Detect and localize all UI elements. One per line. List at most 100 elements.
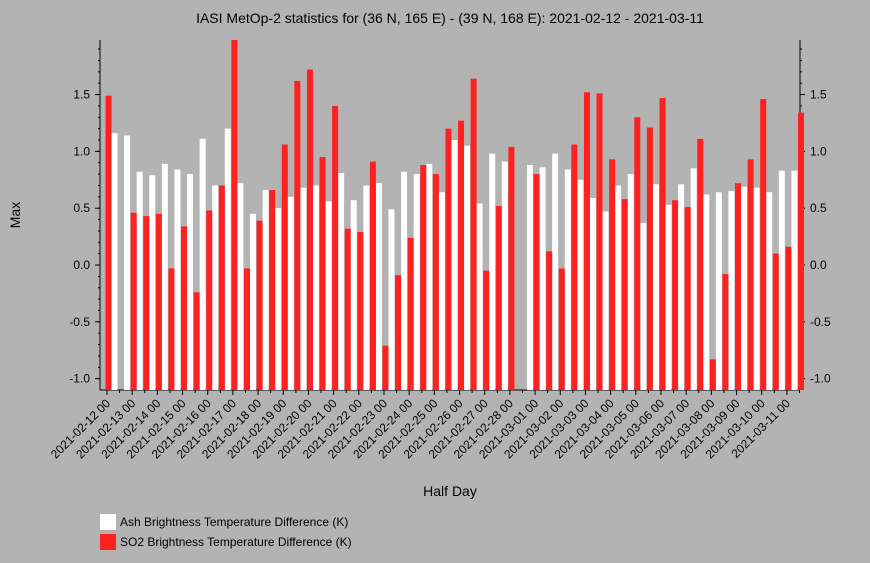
so2-bar [735,183,742,390]
ash-bar [526,165,533,390]
ash-bar [690,168,697,390]
ash-bar [174,169,181,390]
so2-bar [747,159,754,390]
y-tick-label-left: 0.0 [73,258,90,272]
so2-bar [395,275,402,390]
ash-bar [350,200,357,390]
ash-bar [388,209,395,390]
x-axis-title: Half Day [423,483,477,499]
ash-bar [577,179,584,390]
ash-bar [451,140,458,390]
so2-bar [596,93,603,390]
ash-bar [262,190,269,390]
legend: Ash Brightness Temperature Difference (K… [100,512,352,552]
ash-bar [325,201,332,390]
so2-bar [797,112,804,391]
ash-bar [703,194,710,390]
ash-bar [778,170,785,390]
ash-bar [615,185,622,390]
so2-bar [621,199,628,390]
ash-bar [589,197,596,390]
so2-bar [533,174,540,390]
ash-bar [741,186,748,390]
so2-swatch [100,534,116,550]
ash-bar [401,171,408,390]
so2-bar [558,268,565,390]
so2-bar [646,127,653,390]
ash-bar [426,163,433,390]
so2-bar [168,268,175,390]
ash-bar [413,174,420,390]
so2-bar [344,228,351,390]
so2-bar [697,138,704,390]
ash-bar [111,133,118,390]
y-tick-label-right: 1.0 [810,144,827,158]
so2-bar [269,190,276,390]
ash-bar [212,185,219,390]
legend-item-so2: SO2 Brightness Temperature Difference (K… [100,532,352,552]
so2-bar [181,226,188,390]
ash-bar [438,192,445,390]
ash-bar [791,170,798,390]
so2-bar [193,292,200,390]
so2-bar [483,270,490,390]
so2-bar [785,246,792,390]
so2-bar [659,97,666,391]
ash-bar [124,135,131,390]
so2-bar [243,268,250,390]
so2-bar [332,105,339,390]
so2-bar [445,128,452,391]
so2-bar [508,146,515,390]
ash-bar [136,171,143,390]
ash-bar [464,145,471,390]
chart-title: IASI MetOp-2 statistics for (36 N, 165 E… [196,10,704,26]
so2-bar [206,210,213,390]
so2-bar [634,117,641,390]
so2-bar [583,92,590,390]
ash-bar [715,192,722,390]
ash-bar [199,138,206,390]
so2-bar [470,78,477,391]
so2-bar [458,120,465,390]
ash-bar [275,208,282,390]
ash-bar [249,213,256,390]
ash-bar [627,174,634,390]
so2-bar [495,205,502,390]
so2-bar [155,213,162,390]
y-axis-title: Max [7,202,23,228]
so2-bar [722,274,729,390]
so2-bar [294,80,301,390]
ash-bar [476,203,483,390]
y-tick-label-left: 1.5 [73,88,90,102]
ash-bar [224,128,231,391]
so2-bar [684,207,691,390]
so2-bar [369,161,376,390]
ash-bar [338,172,345,390]
y-tick-label-right: -0.5 [810,315,831,329]
legend-label-so2: SO2 Brightness Temperature Difference (K… [120,535,352,549]
ash-bar [187,174,194,390]
so2-bar [609,159,616,390]
legend-item-ash: Ash Brightness Temperature Difference (K… [100,512,352,532]
so2-bar [382,345,389,390]
so2-bar [231,40,238,390]
so2-bar [319,157,326,390]
ash-bar [287,196,294,390]
ash-bar [602,211,609,390]
ash-bar [678,184,685,390]
so2-bar [105,95,112,390]
y-tick-label-right: 1.5 [810,88,827,102]
y-tick-label-right: 0.5 [810,201,827,215]
ash-bar [728,191,735,390]
ash-bar [489,153,496,390]
ash-bar [375,183,382,390]
so2-bar [546,251,553,390]
y-tick-label-right: 0.0 [810,258,827,272]
ash-bar [640,222,647,390]
y-tick-label-left: -0.5 [69,315,90,329]
so2-bar [432,174,439,390]
so2-bar [130,212,137,390]
so2-bar [218,185,225,390]
so2-bar [407,237,414,390]
